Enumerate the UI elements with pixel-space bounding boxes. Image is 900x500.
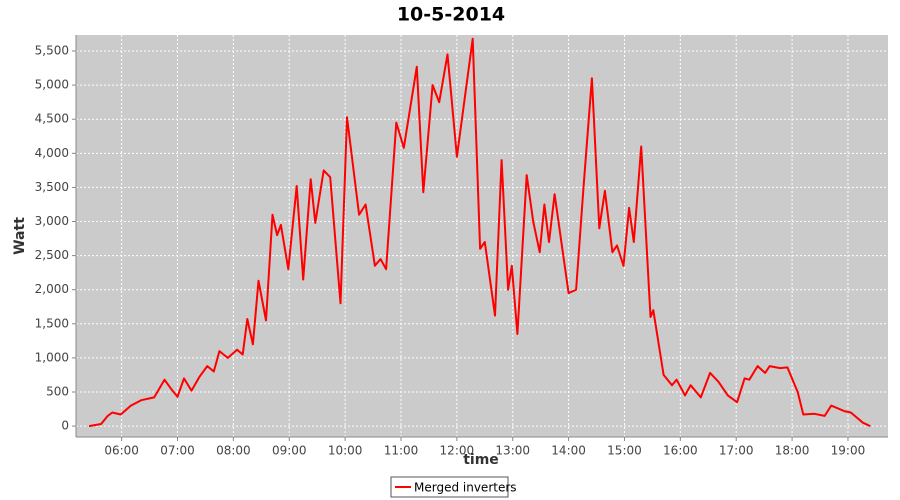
x-tick-label: 14:00	[551, 444, 586, 458]
y-tick-label: 2,000	[35, 282, 69, 296]
y-tick-label: 5,000	[35, 78, 69, 92]
x-tick-label: 16:00	[663, 444, 698, 458]
x-tick-label: 12:00	[440, 444, 475, 458]
x-tick-label: 11:00	[384, 444, 419, 458]
legend-label: Merged inverters	[414, 481, 517, 495]
x-tick-label: 10:00	[328, 444, 363, 458]
data-line	[88, 37, 871, 428]
y-tick-label: 3,500	[35, 180, 69, 194]
y-tick-label: 500	[46, 384, 69, 398]
x-tick-label: 08:00	[216, 444, 251, 458]
legend-box	[390, 476, 509, 498]
plot-area	[76, 35, 888, 437]
x-tick-label: 17:00	[719, 444, 754, 458]
x-tick-label: 07:00	[160, 444, 195, 458]
y-tick-label: 4,500	[35, 112, 69, 126]
y-tick-label: 3,000	[35, 214, 69, 228]
x-tick-label: 15:00	[607, 444, 642, 458]
y-tick-label: 4,000	[35, 146, 69, 160]
x-tick-label: 13:00	[495, 444, 530, 458]
x-axis-label: time	[463, 452, 499, 468]
y-tick-label: 2,500	[35, 248, 69, 262]
x-tick-label: 19:00	[831, 444, 866, 458]
y-tick-label: 5,500	[35, 44, 69, 58]
x-tick-label: 18:00	[775, 444, 810, 458]
x-tick-label: 06:00	[104, 444, 139, 458]
x-tick-label: 09:00	[272, 444, 307, 458]
y-tick-label: 1,000	[35, 350, 69, 364]
y-axis-label: Watt	[12, 217, 28, 255]
y-tick-label: 0	[61, 419, 69, 433]
chart-title: 10-5-2014	[397, 4, 505, 26]
y-tick-label: 1,500	[35, 316, 69, 330]
